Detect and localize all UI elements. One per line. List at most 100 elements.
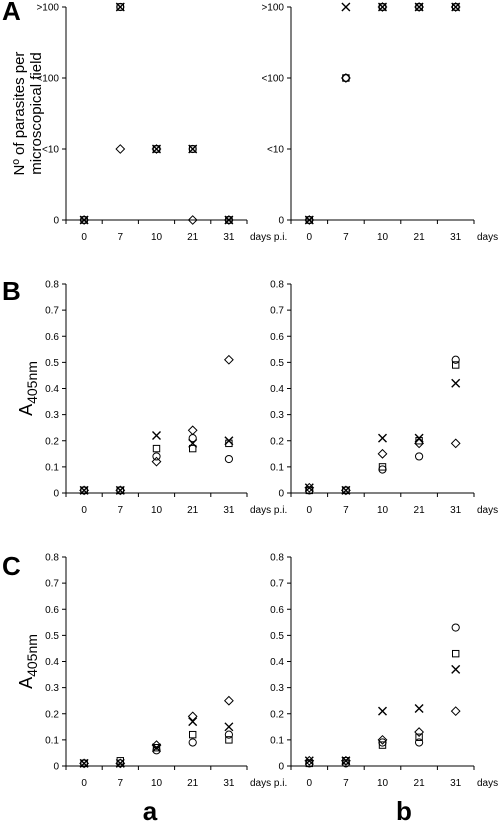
- point-circle: [341, 759, 350, 768]
- column-label-a: a: [143, 796, 158, 825]
- y-tick-label: 0.1: [45, 735, 59, 746]
- y-tick-label: 0: [53, 762, 59, 773]
- point-circle: [415, 738, 424, 747]
- point-square: [189, 730, 197, 739]
- x-tick-label: 0: [307, 232, 313, 243]
- point-circle: [152, 746, 161, 755]
- y-axis-title: Nº of parasites permicroscopical field: [11, 52, 45, 176]
- point-square: [378, 463, 387, 471]
- x-unit-label: days p.i.: [477, 505, 499, 516]
- y-tick-label: 0.8: [270, 553, 284, 564]
- x-tick-label: 21: [187, 505, 199, 516]
- point-cross: [414, 704, 424, 714]
- y-tick-label: 0.5: [270, 631, 284, 642]
- point-circle: [188, 144, 197, 154]
- x-tick-label: 31: [223, 778, 235, 789]
- point-square: [452, 361, 460, 369]
- point-circle: [305, 759, 314, 768]
- y-axis-title-sub: 405nm: [24, 361, 40, 404]
- x-tick-label: 31: [223, 232, 235, 243]
- point-cross: [152, 743, 161, 753]
- x-tick-label: 10: [151, 505, 163, 516]
- x-unit-label: days p.i.: [477, 232, 499, 243]
- y-tick-label: 0.1: [270, 735, 284, 746]
- point-circle: [80, 486, 89, 495]
- x-tick-label: 10: [151, 232, 163, 243]
- x-tick-label: 0: [81, 778, 87, 789]
- y-tick-label: 0.6: [45, 332, 59, 343]
- point-circle: [341, 486, 350, 495]
- y-axis-title-main: A: [16, 677, 36, 689]
- y-tick-label: 0.2: [270, 709, 284, 720]
- x-tick-label: 21: [414, 505, 426, 516]
- point-diamond: [151, 456, 162, 467]
- plot-c-b: 0 0.1 0.2 0.3 0.4 0.5 0.6 0.7 0.8 0 7 10 21 31 days p.…: [270, 553, 499, 790]
- point-circle: [224, 215, 233, 225]
- y-tick-label: 0.3: [45, 410, 59, 421]
- point-diamond: [304, 755, 315, 766]
- y-tick-label: 0: [53, 216, 59, 227]
- x-tick-label: 0: [81, 505, 87, 516]
- point-cross: [341, 756, 351, 766]
- y-tick-label: 0.7: [45, 579, 59, 590]
- y-tick-label: 0: [278, 762, 284, 773]
- point-circle: [152, 144, 161, 154]
- point-circle: [341, 73, 350, 83]
- x-tick-label: 10: [377, 505, 389, 516]
- point-circle: [415, 452, 424, 461]
- point-diamond: [187, 215, 198, 225]
- point-circle: [188, 738, 197, 747]
- point-square: [452, 649, 460, 658]
- y-tick-label: 0.2: [45, 709, 59, 720]
- panel-label-c: C: [2, 551, 21, 581]
- x-tick-label: 7: [118, 232, 124, 243]
- x-tick-label: 7: [343, 232, 349, 243]
- point-diamond: [223, 695, 234, 706]
- panel-label-a: A: [2, 0, 21, 26]
- y-axis-title-main: A: [16, 404, 36, 416]
- point-cross: [378, 433, 387, 443]
- point-circle: [188, 434, 197, 443]
- point-cross: [341, 2, 351, 12]
- x-tick-label: 31: [450, 232, 462, 243]
- column-label-b: b: [396, 796, 412, 825]
- point-circle: [305, 215, 314, 225]
- point-circle: [116, 759, 125, 768]
- x-tick-label: 21: [414, 778, 426, 789]
- point-circle: [451, 355, 460, 364]
- point-diamond: [450, 438, 461, 449]
- point-diamond: [304, 482, 315, 493]
- point-cross: [188, 717, 198, 727]
- x-tick-label: 21: [187, 778, 199, 789]
- point-square: [378, 741, 387, 749]
- point-cross: [224, 722, 234, 732]
- y-tick-label: 0.5: [45, 631, 59, 642]
- x-unit-label: days p.i.: [250, 232, 287, 243]
- point-cross: [414, 433, 424, 443]
- y-tick-label: 0.7: [270, 306, 284, 317]
- x-tick-label: 10: [377, 232, 389, 243]
- point-circle: [451, 623, 460, 632]
- x-tick-label: 21: [414, 232, 426, 243]
- x-tick-label: 10: [151, 778, 163, 789]
- y-axis-title-line: Nº of parasites per: [11, 52, 28, 176]
- x-tick-label: 7: [118, 778, 124, 789]
- y-axis-title: A405nm: [16, 634, 40, 689]
- point-circle: [451, 2, 460, 12]
- point-square: [152, 744, 161, 752]
- point-circle: [378, 465, 387, 474]
- y-tick-label: 0: [278, 216, 284, 227]
- x-unit-label: days p.i.: [250, 505, 287, 516]
- x-unit-label: days p.i.: [477, 778, 499, 789]
- point-diamond: [414, 727, 425, 737]
- point-circle: [116, 486, 125, 495]
- x-tick-label: 21: [187, 232, 199, 243]
- point-diamond: [151, 740, 162, 751]
- point-diamond: [450, 706, 461, 717]
- y-tick-label: 0: [53, 489, 59, 500]
- y-tick-label: 0.4: [270, 657, 284, 668]
- point-diamond: [377, 734, 388, 745]
- point-diamond: [377, 448, 388, 459]
